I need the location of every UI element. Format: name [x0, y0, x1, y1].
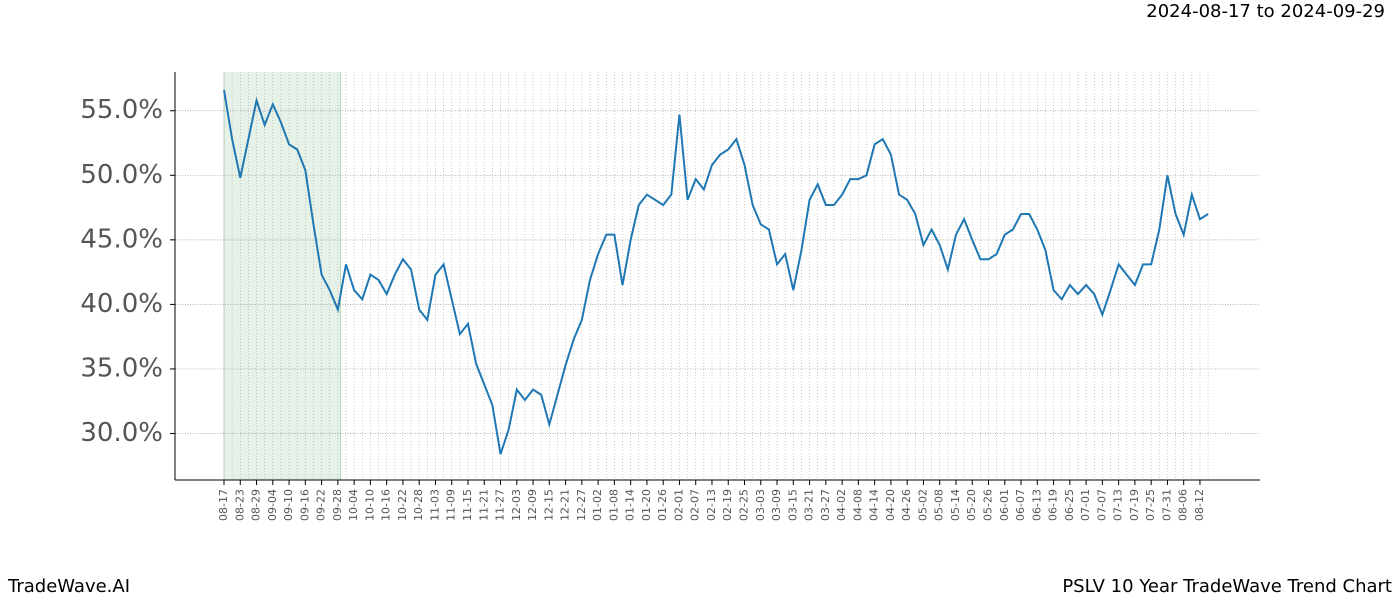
x-tick-label: 08-29: [250, 489, 263, 521]
x-tick-label: 03-15: [786, 489, 799, 521]
y-tick-label: 40.0%: [80, 289, 163, 319]
x-tick-label: 01-08: [607, 489, 620, 521]
y-tick-label: 45.0%: [80, 224, 163, 254]
x-tick-label: 01-26: [656, 489, 669, 521]
y-tick-label: 30.0%: [80, 418, 163, 448]
x-tick-label: 08-17: [217, 489, 230, 521]
x-tick-label: 05-08: [933, 489, 946, 521]
highlight-region: [224, 72, 341, 480]
x-tick-label: 11-15: [461, 489, 474, 521]
trend-line: [223, 89, 1209, 455]
x-tick-label: 02-19: [721, 489, 734, 521]
x-tick-label: 07-31: [1160, 489, 1173, 521]
y-tick-label: 50.0%: [80, 160, 163, 190]
x-tick-label: 02-25: [738, 489, 751, 521]
x-tick-label: 06-07: [1014, 489, 1027, 521]
x-tick-label: 05-02: [916, 489, 929, 521]
date-range: 2024-08-17 to 2024-09-29: [1146, 1, 1385, 22]
x-tick-label: 02-01: [672, 489, 685, 521]
x-tick-label: 12-27: [575, 489, 588, 521]
x-tick-label: 03-03: [754, 489, 767, 521]
x-tick-label: 09-28: [331, 489, 344, 521]
x-tick-label: 09-22: [315, 489, 328, 521]
x-tick-label: 07-25: [1144, 489, 1157, 521]
x-tick-label: 10-10: [363, 489, 376, 521]
footer-right: PSLV 10 Year TradeWave Trend Chart: [1062, 576, 1392, 597]
x-tick-label: 01-14: [624, 489, 637, 521]
x-tick-label: 04-26: [900, 489, 913, 521]
x-tick-label: 08-12: [1193, 489, 1206, 521]
x-tick-label: 12-15: [542, 489, 555, 521]
x-tick-label: 08-06: [1177, 489, 1190, 521]
x-tick-label: 07-13: [1112, 489, 1125, 521]
x-tick-label: 05-20: [965, 489, 978, 521]
x-tick-label: 07-01: [1079, 489, 1092, 521]
x-tick-label: 01-20: [640, 489, 653, 521]
y-tick-label: 35.0%: [80, 353, 163, 383]
x-tick-label: 12-09: [526, 489, 539, 521]
x-tick-label: 11-03: [428, 489, 441, 521]
x-tick-label: 04-20: [884, 489, 897, 521]
x-tick-label: 10-22: [396, 489, 409, 521]
x-tick-label: 08-23: [233, 489, 246, 521]
x-tick-label: 03-21: [803, 489, 816, 521]
footer-left: TradeWave.AI: [7, 576, 130, 597]
x-tick-label: 10-04: [347, 489, 360, 521]
x-tick-label: 10-16: [380, 489, 393, 521]
x-tick-label: 12-21: [559, 489, 572, 521]
x-tick-label: 05-26: [982, 489, 995, 521]
x-tick-label: 05-14: [949, 489, 962, 521]
x-tick-label: 11-09: [445, 489, 458, 521]
x-tick-label: 06-01: [998, 489, 1011, 521]
x-tick-label: 04-14: [868, 489, 881, 521]
x-tick-label: 09-16: [298, 489, 311, 521]
x-tick-label: 02-07: [689, 489, 702, 521]
x-tick-label: 01-02: [591, 489, 604, 521]
x-tick-label: 02-13: [705, 489, 718, 521]
x-tick-label: 11-27: [494, 489, 507, 521]
x-tick-label: 03-27: [819, 489, 832, 521]
y-tick-label: 55.0%: [80, 95, 163, 125]
x-tick-label: 04-02: [835, 489, 848, 521]
x-tick-label: 10-28: [412, 489, 425, 521]
x-tick-label: 12-03: [510, 489, 523, 521]
x-tick-label: 09-04: [266, 489, 279, 521]
x-tick-label: 06-19: [1047, 489, 1060, 521]
x-tick-label: 11-21: [477, 489, 490, 521]
x-tick-label: 03-09: [770, 489, 783, 521]
x-tick-label: 06-13: [1030, 489, 1043, 521]
x-tick-label: 09-10: [282, 489, 295, 521]
x-tick-label: 06-25: [1063, 489, 1076, 521]
x-tick-label: 07-19: [1128, 489, 1141, 521]
x-tick-label: 04-08: [851, 489, 864, 521]
x-tick-label: 07-07: [1095, 489, 1108, 521]
